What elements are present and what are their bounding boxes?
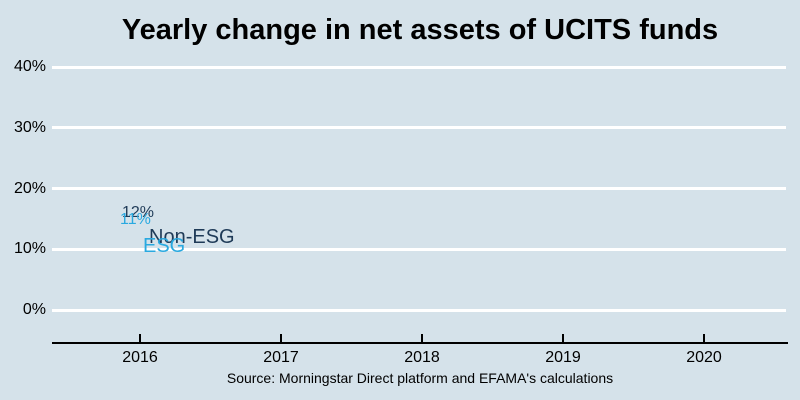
esg-series-label: ESG — [143, 235, 186, 258]
x-tick-mark — [280, 334, 282, 342]
x-tick-label: 2017 — [263, 349, 299, 366]
y-tick-label: 10% — [13, 240, 46, 258]
x-tick-mark — [139, 334, 141, 342]
gridline-40% — [52, 65, 786, 69]
x-tick-label: 2019 — [545, 349, 581, 366]
x-tick-mark — [703, 334, 705, 342]
source-note: Source: Morningstar Direct platform and … — [226, 370, 614, 386]
non-esg-value-label: 12% — [122, 204, 155, 222]
esg-value-label: 11% — [120, 211, 151, 229]
gridline-10% — [52, 247, 786, 251]
non-esg-series-label: Non-ESG — [149, 226, 235, 249]
x-axis-line — [52, 342, 788, 344]
y-tick-label: 40% — [13, 58, 46, 75]
x-tick-label: 2016 — [122, 349, 158, 366]
x-tick-label: 2018 — [404, 349, 440, 366]
gridline-30% — [52, 126, 786, 130]
gridline-0% — [52, 308, 786, 312]
x-tick-mark — [562, 334, 564, 342]
y-tick-label: 30% — [13, 118, 46, 136]
x-tick-mark — [421, 334, 423, 342]
chart-title: Yearly change in net assets of UCITS fun… — [121, 14, 719, 46]
gridline-20% — [52, 187, 786, 190]
y-tick-label: 20% — [13, 179, 46, 197]
y-tick-label: 0% — [22, 301, 46, 318]
x-tick-label: 2020 — [686, 349, 722, 366]
